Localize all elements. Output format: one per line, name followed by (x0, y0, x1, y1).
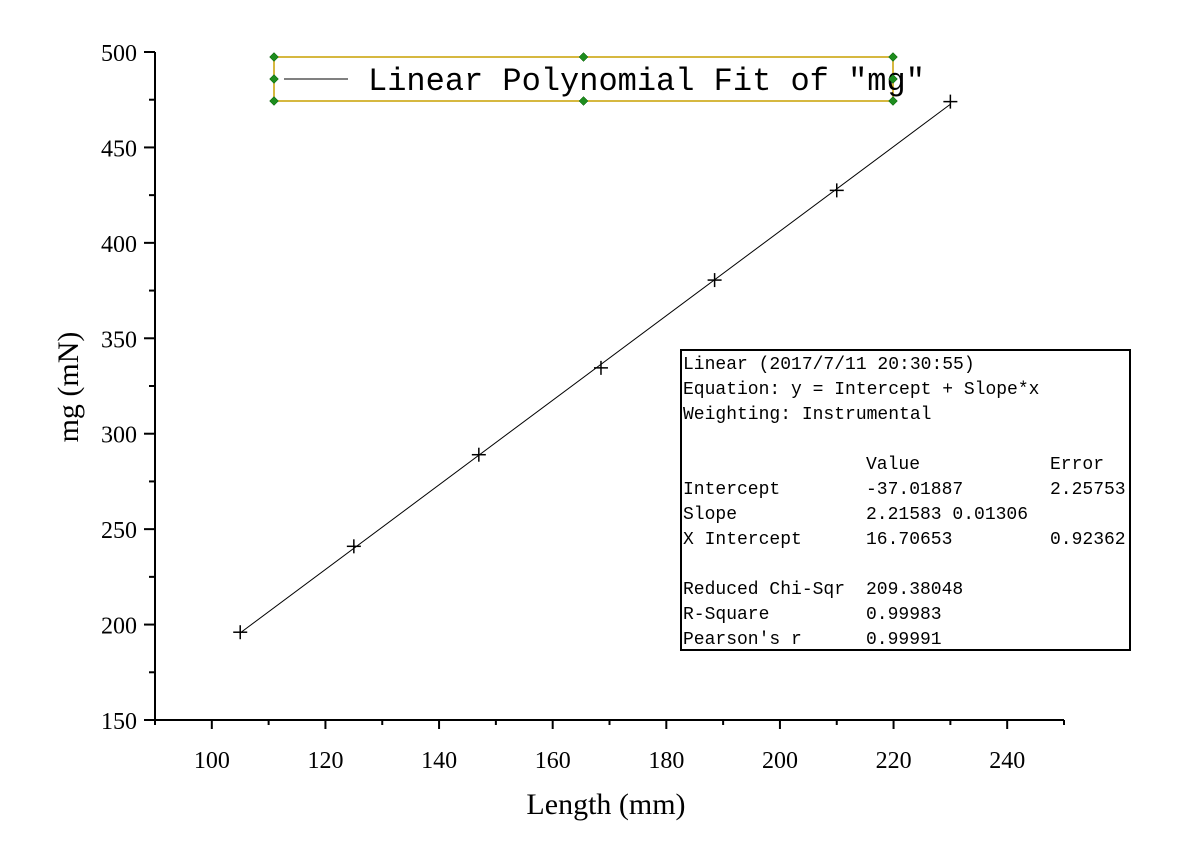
data-point (593, 360, 608, 375)
x-tick-label: 100 (194, 748, 230, 774)
data-points (233, 94, 958, 640)
selection-handle-icon[interactable] (888, 74, 898, 84)
stats-row-value: 2.21583 0.01306 (866, 505, 1028, 525)
x-axis-ticks: 100 120 140 160 180 200 220 240 (154, 720, 1065, 774)
stats-footer-label: R-Square (683, 605, 769, 625)
stats-row-value: 16.70653 (866, 530, 952, 550)
data-point (233, 625, 248, 640)
x-tick-label: 240 (989, 748, 1025, 774)
selection-handle-icon[interactable] (578, 96, 589, 106)
stats-footer-value: 0.99991 (866, 630, 942, 650)
stats-row-label: Intercept (683, 480, 780, 500)
y-axis-ticks: 150 200 250 300 350 400 450 500 (101, 41, 155, 735)
data-point (346, 539, 361, 554)
selection-handle-icon[interactable] (888, 96, 898, 106)
selection-handle-icon[interactable] (269, 52, 279, 62)
x-tick-label: 220 (876, 748, 912, 774)
x-tick-label: 120 (307, 748, 343, 774)
y-tick-label: 450 (101, 136, 137, 162)
x-tick-label: 160 (535, 748, 571, 774)
stats-footer-value: 209.38048 (866, 580, 963, 600)
stats-row-label: Slope (683, 505, 737, 525)
stats-row-label: X Intercept (683, 530, 802, 550)
fit-stats-box: Linear (2017/7/11 20:30:55) Equation: y … (680, 349, 1131, 651)
x-axis-label: Length (mm) (526, 788, 685, 821)
x-tick-label: 140 (421, 748, 457, 774)
stats-row-error: 2.25753 (1050, 480, 1126, 500)
y-tick-label: 300 (101, 423, 137, 449)
legend-label: Linear Polynomial Fit of "mg" (368, 63, 925, 100)
legend-selection-handles[interactable] (269, 52, 898, 106)
x-tick-label: 180 (648, 748, 684, 774)
stats-row-error: 0.92362 (1050, 530, 1126, 550)
stats-row-value: -37.01887 (866, 480, 963, 500)
selection-handle-icon[interactable] (269, 96, 279, 106)
data-point (707, 273, 722, 288)
stats-footer-label: Pearson's r (683, 630, 802, 650)
x-tick-label: 200 (762, 748, 798, 774)
data-point (943, 94, 958, 109)
stats-footer-value: 0.99983 (866, 605, 942, 625)
y-axis-label: mg (mN) (52, 332, 85, 443)
y-tick-label: 400 (101, 232, 137, 258)
stats-box-border (680, 349, 1131, 651)
y-tick-label: 250 (101, 518, 137, 544)
y-tick-label: 200 (101, 614, 137, 640)
y-tick-label: 350 (101, 327, 137, 353)
data-point (471, 447, 486, 462)
legend[interactable]: Linear Polynomial Fit of "mg" (269, 52, 925, 106)
selection-handle-icon[interactable] (269, 74, 279, 84)
stats-col-error: Error (1050, 455, 1104, 475)
y-tick-label: 500 (101, 41, 137, 67)
y-tick-label: 150 (101, 709, 137, 735)
stats-header-1: Equation: y = Intercept + Slope*x (683, 380, 1039, 400)
stats-header-0: Linear (2017/7/11 20:30:55) (683, 355, 975, 375)
stats-footer-label: Reduced Chi-Sqr (683, 580, 845, 600)
stats-header-2: Weighting: Instrumental (683, 405, 931, 425)
selection-handle-icon[interactable] (578, 52, 589, 62)
stats-col-value: Value (866, 455, 920, 475)
selection-handle-icon[interactable] (888, 52, 898, 62)
data-point (829, 183, 844, 198)
